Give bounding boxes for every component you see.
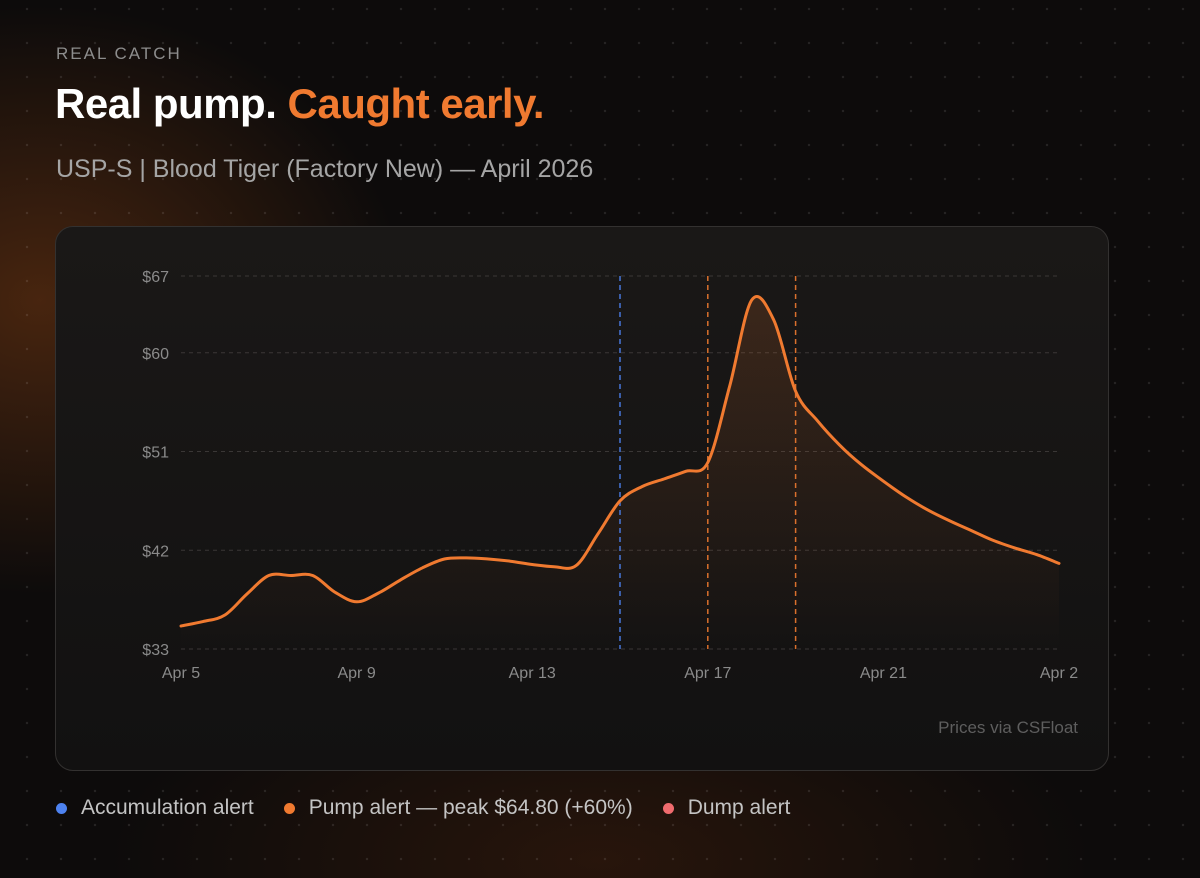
pump-legend-dot — [283, 802, 295, 814]
x-tick-label: Apr 21 — [860, 665, 907, 682]
price-area-fill — [181, 296, 1059, 649]
x-tick-label: Apr 9 — [337, 665, 375, 682]
chart-legend: Accumulation alert Pump alert — peak $64… — [56, 796, 820, 820]
legend-label-dump: Dump alert — [687, 796, 791, 819]
x-tick-label: Apr 13 — [509, 665, 556, 682]
title-main: Real pump. — [55, 80, 277, 127]
page-title: Real pump. Caught early. — [55, 80, 545, 128]
y-tick-label: $42 — [142, 543, 169, 560]
chart-card: $67 $60 $51 $42 $33 Apr 5 Apr 9 Apr 13 Apr 17 Apr… — [55, 226, 1109, 771]
legend-item-dump: Dump alert — [662, 796, 791, 820]
eyebrow-label: REAL CATCH — [56, 44, 182, 63]
legend-item-pump: Pump alert — peak $64.80 (+60%) — [283, 796, 633, 820]
y-tick-label: $67 — [142, 269, 169, 286]
legend-label-accumulation: Accumulation alert — [81, 796, 254, 819]
legend-item-accumulation: Accumulation alert — [56, 796, 254, 820]
x-tick-label: Apr 17 — [684, 665, 731, 682]
price-line — [179, 294, 1061, 628]
legend-label-pump: Pump alert — peak $64.80 (+60%) — [308, 796, 633, 819]
title-accent: Caught early. — [287, 80, 545, 127]
data-source-note: Prices via CSFloat — [938, 718, 1078, 737]
y-tick-label: $60 — [142, 346, 169, 363]
page-subtitle: USP-S | Blood Tiger (Factory New) — Apri… — [56, 155, 594, 183]
x-tick-label: Apr 2 — [1040, 665, 1078, 682]
price-chart: $67 $60 $51 $42 $33 Apr 5 Apr 9 Apr 13 Apr 17 Apr… — [142, 269, 1078, 682]
dump-legend-dot — [662, 802, 674, 814]
x-tick-label: Apr 5 — [162, 665, 200, 682]
accumulation-legend-dot — [56, 802, 67, 814]
y-tick-label: $51 — [142, 445, 169, 462]
y-tick-label: $33 — [142, 642, 169, 659]
